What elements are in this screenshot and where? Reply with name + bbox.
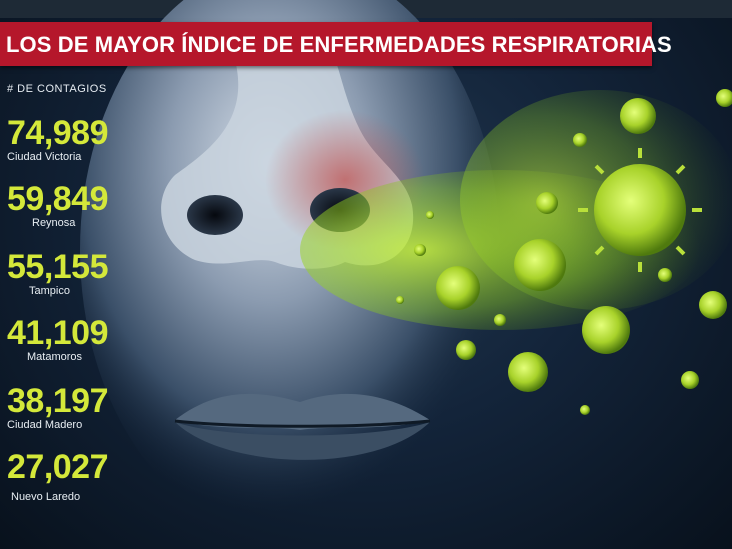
page-title: LOS DE MAYOR ÍNDICE DE ENFERMEDADES RESP…	[6, 32, 672, 57]
stat-item: 55,155 Tampico	[7, 248, 109, 297]
stat-city: Ciudad Victoria	[7, 151, 82, 163]
stat-value: 59,849	[7, 180, 109, 218]
virus-icon	[436, 266, 480, 310]
stat-value: 38,197	[7, 382, 109, 420]
stat-item: 27,027 Nuevo Laredo	[7, 448, 109, 503]
stat-city: Ciudad Madero	[7, 419, 83, 431]
virus-icon	[536, 192, 558, 214]
stat-item: 59,849 Reynosa	[7, 180, 109, 229]
stat-city: Tampico	[29, 285, 70, 297]
virus-particles	[396, 89, 732, 415]
virus-icon	[582, 306, 630, 354]
virus-icon	[699, 291, 727, 319]
virus-icon	[716, 89, 732, 107]
upper-lip	[175, 393, 430, 430]
virus-icon	[456, 340, 476, 360]
stat-item: 41,109 Matamoros	[7, 314, 109, 363]
virus-icon	[620, 98, 656, 134]
stat-value: 55,155	[7, 248, 109, 286]
title-banner: LOS DE MAYOR ÍNDICE DE ENFERMEDADES RESP…	[0, 22, 672, 66]
stat-value: 74,989	[7, 114, 109, 152]
lower-lip	[175, 422, 430, 460]
virus-icon	[514, 239, 566, 291]
subtitle-label: # DE CONTAGIOS	[7, 83, 107, 95]
stat-item: 74,989 Ciudad Victoria	[7, 114, 109, 163]
stat-value: 27,027	[7, 448, 109, 486]
stat-city: Matamoros	[27, 351, 83, 363]
virus-icon	[578, 148, 702, 272]
stat-item: 38,197 Ciudad Madero	[7, 382, 109, 431]
virus-icon	[681, 371, 699, 389]
nostril-left	[187, 195, 243, 235]
stat-city: Reynosa	[32, 217, 76, 229]
stat-city: Nuevo Laredo	[11, 491, 81, 503]
stat-value: 41,109	[7, 314, 109, 352]
virus-icon	[508, 352, 548, 392]
